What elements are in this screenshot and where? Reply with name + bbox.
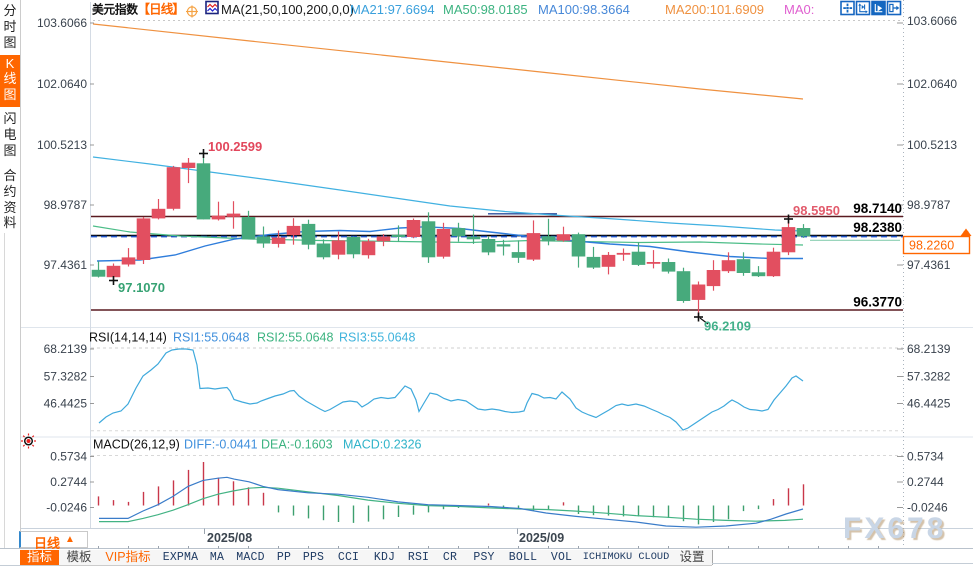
svg-text:102.0640: 102.0640 bbox=[37, 77, 87, 91]
svg-text:MACD(26,12,9): MACD(26,12,9) bbox=[93, 438, 180, 452]
svg-text:98.9787: 98.9787 bbox=[44, 198, 88, 212]
svg-text:57.3282: 57.3282 bbox=[44, 370, 88, 384]
svg-text:-0.0246: -0.0246 bbox=[907, 501, 948, 515]
svg-text:98.5950: 98.5950 bbox=[793, 203, 840, 218]
svg-text:46.4425: 46.4425 bbox=[44, 397, 88, 411]
svg-text:2025/09: 2025/09 bbox=[519, 531, 564, 545]
svg-text:96.3770: 96.3770 bbox=[853, 295, 902, 310]
svg-text:MA0:: MA0: bbox=[784, 2, 814, 17]
svg-text:RSI1:55.0648: RSI1:55.0648 bbox=[173, 331, 249, 345]
svg-text:美元指数: 美元指数 bbox=[92, 3, 138, 17]
svg-text:0.2744: 0.2744 bbox=[50, 475, 87, 489]
svg-text:RSI2:55.0648: RSI2:55.0648 bbox=[257, 331, 333, 345]
svg-text:98.9787: 98.9787 bbox=[907, 198, 951, 212]
svg-text:0.2744: 0.2744 bbox=[907, 475, 944, 489]
svg-text:MA50:98.0185: MA50:98.0185 bbox=[443, 2, 528, 17]
svg-text:DIFF:-0.0441: DIFF:-0.0441 bbox=[184, 438, 258, 452]
svg-text:68.2139: 68.2139 bbox=[907, 342, 951, 356]
svg-text:100.2599: 100.2599 bbox=[208, 139, 262, 154]
svg-text:100.5213: 100.5213 bbox=[37, 138, 87, 152]
svg-text:96.2109: 96.2109 bbox=[704, 319, 751, 334]
svg-text:MA(21,50,100,200,0,0): MA(21,50,100,200,0,0) bbox=[221, 2, 354, 17]
svg-text:RSI(14,14,14): RSI(14,14,14) bbox=[89, 331, 167, 345]
svg-text:0.5734: 0.5734 bbox=[50, 450, 87, 464]
svg-text:97.4361: 97.4361 bbox=[907, 258, 951, 272]
svg-text:MA21:97.6694: MA21:97.6694 bbox=[350, 2, 435, 17]
svg-text:97.1070: 97.1070 bbox=[118, 280, 165, 295]
svg-text:RSI3:55.0648: RSI3:55.0648 bbox=[339, 331, 415, 345]
svg-text:0.5734: 0.5734 bbox=[907, 450, 944, 464]
svg-text:97.4361: 97.4361 bbox=[44, 258, 88, 272]
svg-text:2025/08: 2025/08 bbox=[207, 531, 252, 545]
svg-text:DEA:-0.1603: DEA:-0.1603 bbox=[261, 438, 333, 452]
svg-text:98.2380: 98.2380 bbox=[853, 220, 902, 235]
svg-text:103.6066: 103.6066 bbox=[37, 16, 87, 30]
svg-text:MACD:0.2326: MACD:0.2326 bbox=[343, 438, 422, 452]
svg-text:68.2139: 68.2139 bbox=[44, 342, 88, 356]
svg-text:MA100:98.3664: MA100:98.3664 bbox=[538, 2, 630, 17]
svg-text:57.3282: 57.3282 bbox=[907, 370, 951, 384]
svg-text:-0.0246: -0.0246 bbox=[46, 501, 87, 515]
svg-text:【日线】: 【日线】 bbox=[138, 2, 184, 17]
svg-text:100.5213: 100.5213 bbox=[907, 138, 957, 152]
svg-text:102.0640: 102.0640 bbox=[907, 77, 957, 91]
svg-text:98.2260: 98.2260 bbox=[909, 239, 954, 253]
svg-text:MA200:101.6909: MA200:101.6909 bbox=[665, 2, 764, 17]
svg-text:98.7140: 98.7140 bbox=[853, 201, 902, 216]
svg-text:46.4425: 46.4425 bbox=[907, 397, 951, 411]
svg-text:103.6066: 103.6066 bbox=[907, 14, 957, 28]
